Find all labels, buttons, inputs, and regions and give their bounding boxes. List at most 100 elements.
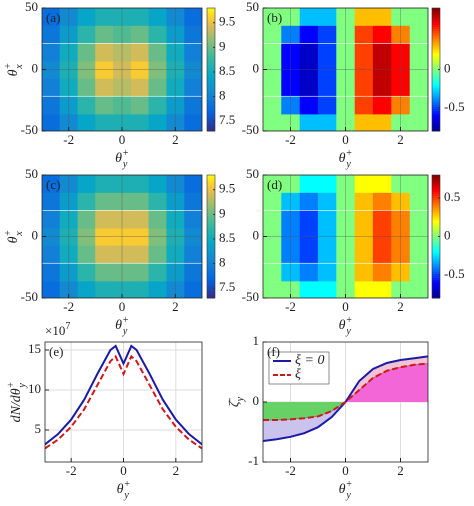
colorbar-slice (432, 122, 440, 126)
heat-cell (184, 210, 202, 229)
colorbar-slice (207, 116, 215, 120)
colorbar-slice (207, 65, 215, 68)
colorbar-slice (432, 240, 440, 244)
label-sub: y (122, 326, 128, 337)
heat-cell (372, 175, 392, 193)
heat-cell (299, 245, 319, 263)
heat-cell (59, 113, 79, 131)
heat-cell (281, 113, 301, 131)
colorbar-slice (207, 187, 215, 190)
colorbar-slice (207, 20, 215, 23)
heat-cell (299, 43, 319, 62)
colorbar-tick-label: -0.5 (444, 99, 465, 114)
colorbar-slice (207, 69, 215, 73)
colorbar-slice (432, 254, 440, 258)
colorbar-slice (432, 248, 440, 252)
colorbar-slice (432, 226, 440, 229)
colorbar-slice (207, 226, 215, 229)
colorbar-slice (207, 242, 215, 246)
colorbar-slice (432, 81, 440, 85)
heat-cell (130, 245, 150, 263)
heat-cell (263, 245, 282, 263)
axis-multiplier: ×107 (45, 321, 70, 338)
colorbar-slice (432, 283, 440, 287)
colorbar-slice (207, 293, 215, 297)
heat-cell (130, 60, 150, 79)
colorbar-slice (432, 218, 440, 221)
heat-cell (95, 43, 114, 62)
x-tick-label: 0 (120, 463, 127, 478)
heat-cell (166, 210, 185, 229)
colorbar-slice (432, 128, 440, 132)
colorbar-slice (432, 85, 440, 89)
heat-cell (354, 192, 374, 211)
heat-cell (281, 8, 301, 26)
heat-cell (372, 280, 392, 298)
colorbar-slice (207, 51, 215, 54)
colorbar-slice (432, 271, 440, 274)
y-tick-label: 50 (246, 0, 259, 14)
y-tick-label: -1 (248, 453, 259, 468)
colorbar-slice (432, 90, 440, 93)
heat-cell (77, 60, 97, 79)
colorbar-slice (432, 246, 440, 250)
x-tick-label: 0 (119, 132, 126, 147)
colorbar-slice (207, 114, 215, 118)
heat-cell (42, 227, 61, 246)
heat-cell (372, 43, 392, 62)
colorbar-slice (432, 61, 440, 64)
colorbar-slice (207, 67, 215, 70)
colorbar-slice (432, 96, 440, 99)
colorbar-slice (432, 67, 440, 70)
colorbar-slice (207, 232, 215, 235)
colorbar-slice (432, 36, 440, 40)
colorbar-slice (207, 177, 215, 180)
heat-cell (166, 43, 185, 62)
y-tick-label: -50 (21, 289, 38, 304)
colorbar-slice (432, 92, 440, 95)
heat-cell (354, 43, 374, 62)
colorbar-slice (432, 124, 440, 128)
colorbar-slice (432, 83, 440, 87)
heat-cell (299, 78, 319, 96)
heat-cell (372, 8, 392, 26)
area-fill (263, 402, 346, 420)
heat-cell (166, 8, 185, 26)
colorbar-slice (207, 193, 215, 196)
heat-cell (95, 227, 114, 246)
heat-cell (113, 280, 132, 298)
x-tick-label: 0 (342, 463, 349, 478)
heat-cell (42, 175, 61, 193)
colorbar-slice (432, 179, 440, 182)
heat-cell (372, 227, 392, 246)
heat-cell (184, 192, 202, 211)
colorbar-slice (432, 110, 440, 114)
colorbar-slice (432, 193, 440, 196)
heat-cell (184, 43, 202, 62)
colorbar-frame (206, 7, 216, 132)
heat-cell (281, 25, 301, 44)
heat-cell (299, 60, 319, 79)
heat-cell (148, 210, 167, 229)
colorbar-tick-label: 8 (219, 255, 226, 270)
heat-cell (113, 8, 132, 26)
legend-label: ξ = 0 (295, 353, 324, 368)
heat-cell (409, 78, 428, 96)
colorbar-slice (432, 238, 440, 242)
heat-cell (95, 280, 114, 298)
colorbar-slice (432, 207, 440, 211)
colorbar-slice (432, 242, 440, 246)
colorbar-slice (432, 275, 440, 278)
x-tick-label: 0 (342, 132, 349, 147)
heat-cell (77, 113, 97, 131)
colorbar-slice (207, 271, 215, 274)
colorbar-slice (207, 175, 215, 178)
heat-cell (409, 280, 428, 298)
colorbar-slice (432, 59, 440, 62)
heat-cell (113, 96, 132, 115)
colorbar-slice (432, 250, 440, 254)
colorbar-slice (207, 8, 215, 11)
heat-cell (77, 96, 97, 115)
colorbar-slice (207, 40, 215, 44)
colorbar-tick-label: 0 (444, 227, 451, 242)
